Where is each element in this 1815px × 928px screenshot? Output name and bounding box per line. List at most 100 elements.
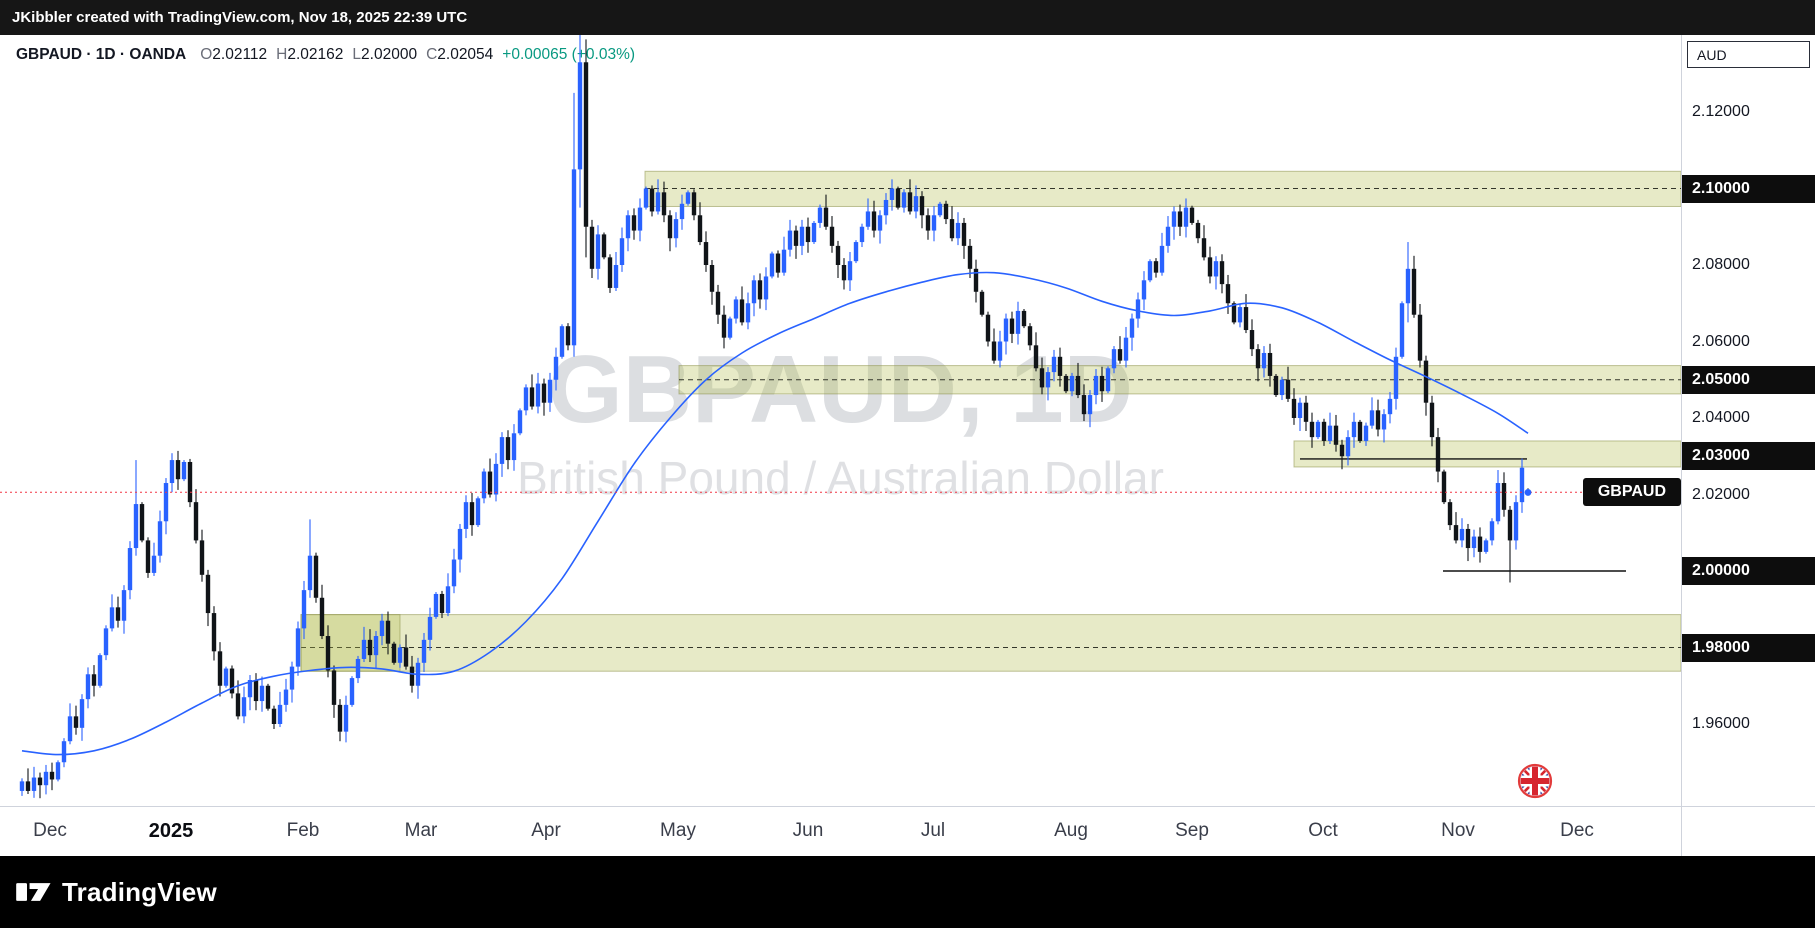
candle-body (433, 593, 439, 617)
candle-body (55, 762, 61, 780)
legend-symbol-title[interactable]: GBPAUD · 1D · OANDA (16, 46, 187, 63)
candle-body (1129, 318, 1135, 338)
candle-body (643, 188, 649, 208)
candle-body (1381, 414, 1387, 430)
candle-body (1069, 375, 1075, 392)
candle-body (73, 716, 79, 728)
tradingview-logo[interactable]: TradingView (16, 877, 217, 908)
candle-body (1507, 509, 1513, 541)
candle-body (1315, 421, 1321, 438)
candle-body (343, 704, 349, 732)
candle-body (1051, 356, 1057, 373)
candle-body (1111, 349, 1117, 369)
chart-pane[interactable]: GBPAUD, 1D British Pound / Australian Do… (0, 35, 1681, 806)
candle-body (721, 314, 727, 338)
legend-close: C2.02054 (426, 46, 494, 63)
candle-body (517, 410, 523, 434)
candle-body (883, 199, 889, 216)
sr-zone-zone-2.030[interactable] (1293, 440, 1681, 468)
candle-body (799, 226, 805, 246)
instrument-price-badge-label: GBPAUD (1597, 483, 1666, 501)
sr-zone-supply-2.050[interactable] (678, 365, 1681, 395)
candle-body (1495, 483, 1501, 522)
candle-body (223, 668, 229, 686)
candle-body (835, 245, 841, 265)
candle-body (421, 639, 427, 663)
candle-body (1501, 483, 1507, 510)
candle-body (301, 590, 307, 629)
candle-body (625, 215, 631, 239)
candle-body (481, 471, 487, 499)
candle-body (859, 226, 865, 243)
candle-body (1369, 410, 1375, 426)
candle-body (553, 356, 559, 380)
time-axis[interactable]: Dec 2025 Feb Mar Apr May Jun Jul Aug Sep Oct Nov Dec (0, 806, 1815, 857)
candle-body (1489, 521, 1495, 541)
candle-body (1417, 314, 1423, 361)
time-label-Dec: Dec (33, 820, 67, 841)
sr-zone-demand-1.980[interactable] (300, 614, 1681, 672)
candle-body (583, 62, 589, 227)
candle-body (877, 215, 883, 231)
candle-body (1375, 410, 1381, 430)
price-axis[interactable]: AUD 2.12000 2.08000 2.06000 2.04000 2.02000 1… (1681, 35, 1815, 806)
instrument-price-badge: GBPAUD (1582, 478, 1681, 507)
price-chart-canvas[interactable] (0, 35, 1681, 806)
candle-body (1291, 398, 1297, 418)
currency-button[interactable]: AUD (1687, 41, 1810, 68)
candle-body (85, 674, 91, 700)
candle-body (1003, 318, 1009, 342)
candle-body (535, 383, 541, 407)
candle-body (271, 708, 277, 724)
candle-body (1297, 402, 1303, 418)
candle-body (1063, 375, 1069, 392)
candle-body (739, 299, 745, 323)
candle-body (913, 196, 919, 212)
candle-body (349, 678, 355, 705)
candle-body (589, 226, 595, 269)
candle-body (409, 666, 415, 686)
candle-body (499, 437, 505, 464)
candle-body (1435, 437, 1441, 472)
candle-body (1225, 284, 1231, 304)
candle-body (847, 261, 853, 281)
sr-zone-feb-base-box[interactable] (300, 614, 401, 672)
candle-body (733, 299, 739, 319)
candle-body (157, 521, 163, 556)
candle-body (1117, 349, 1123, 361)
candle-body (697, 215, 703, 243)
candle-body (673, 219, 679, 239)
candle-body (361, 639, 367, 659)
candle-body (1447, 502, 1453, 526)
candle-body (1345, 437, 1351, 457)
price-level-badge-2.05000: 2.05000 (1682, 365, 1815, 394)
candle-body (511, 433, 517, 461)
candle-body (385, 620, 391, 644)
candle-body (1471, 536, 1477, 549)
candle-body (1201, 238, 1207, 258)
candle-body (475, 498, 481, 526)
candle-body (313, 555, 319, 598)
attribution-bar: JKibbler created with TradingView.com, N… (0, 0, 1815, 35)
candle-body (79, 699, 85, 728)
uk-flag-sticker[interactable] (1517, 763, 1553, 799)
price-level-badge-2.00000: 2.00000 (1682, 557, 1815, 585)
candle-body (1153, 261, 1159, 273)
candle-body (187, 461, 193, 503)
time-label-Jun: Jun (792, 820, 824, 841)
candle-body (217, 651, 223, 686)
time-label-Dec: Dec (1560, 820, 1594, 841)
candle-body (139, 504, 145, 541)
candle-body (649, 188, 655, 212)
candle-body (229, 668, 235, 694)
time-label-May: May (660, 820, 696, 841)
currency-button-label: AUD (1697, 46, 1727, 63)
candle-body (31, 777, 37, 791)
candle-body (1261, 352, 1267, 369)
candle-body (289, 666, 295, 690)
symbol-legend[interactable]: GBPAUD · 1D · OANDA O2.02112 H2.02162 L2.02… (16, 46, 635, 64)
candle-body (1339, 444, 1345, 457)
candle-body (235, 693, 241, 717)
candle-body (907, 192, 913, 212)
candle-body (1387, 398, 1393, 415)
